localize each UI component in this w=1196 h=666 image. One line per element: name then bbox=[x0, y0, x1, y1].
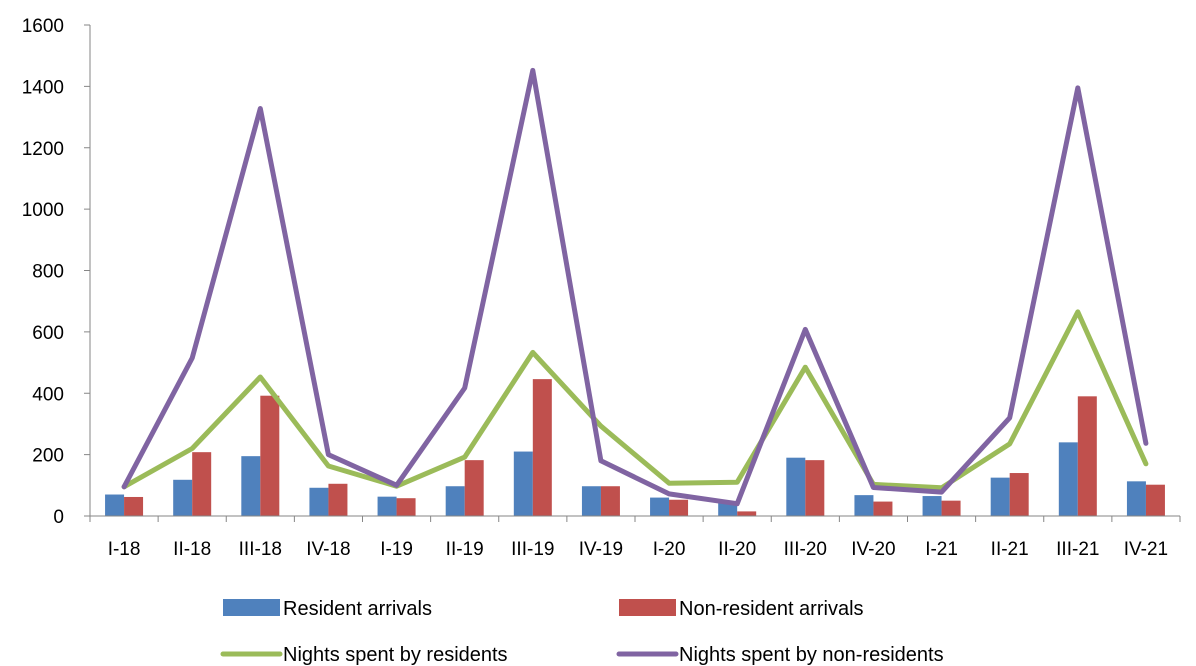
x-tick-label: III-18 bbox=[239, 539, 282, 560]
bar-non-resident-arrivals bbox=[1077, 396, 1097, 516]
bar-resident-arrivals bbox=[377, 496, 397, 516]
y-tick-label: 1400 bbox=[22, 77, 64, 98]
x-tick-label: IV-20 bbox=[851, 539, 895, 560]
legend-swatch-non-resident-arrivals bbox=[619, 599, 676, 616]
bar-non-resident-arrivals bbox=[396, 498, 416, 516]
bar-resident-arrivals bbox=[786, 457, 806, 516]
legend-label-nights-spent-by-residents: Nights spent by residents bbox=[283, 644, 508, 666]
bar-non-resident-arrivals bbox=[532, 379, 552, 516]
y-tick-label: 800 bbox=[32, 262, 64, 283]
x-tick-label: II-19 bbox=[446, 539, 484, 560]
x-tick-label: I-20 bbox=[653, 539, 686, 560]
x-axis: I-18 II-18 III-18 IV-18 I-19 II-19 III-19 IV-19… bbox=[89, 515, 1181, 560]
legend: Resident arrivals Non-resident arrivals Ni… bbox=[220, 598, 944, 666]
legend-label-nights-spent-by-non-residents: Nights spent by non-residents bbox=[679, 644, 944, 666]
bar-resident-arrivals bbox=[990, 477, 1010, 516]
bar-resident-arrivals bbox=[173, 479, 193, 516]
y-tick-label: 400 bbox=[32, 384, 64, 405]
bar-resident-arrivals bbox=[105, 494, 125, 516]
x-tick-label: II-20 bbox=[718, 539, 756, 560]
y-tick-label: 1600 bbox=[22, 16, 64, 37]
bar-non-resident-arrivals bbox=[669, 499, 689, 516]
bar-resident-arrivals bbox=[922, 496, 942, 516]
legend-swatch-resident-arrivals bbox=[223, 599, 280, 616]
bar-resident-arrivals bbox=[1058, 442, 1078, 516]
line-nights-spent-by-residents bbox=[121, 309, 1149, 491]
bar-non-resident-arrivals bbox=[464, 460, 484, 516]
bar-resident-arrivals bbox=[445, 486, 465, 516]
x-tick-label: IV-18 bbox=[306, 539, 350, 560]
line-nights-spent-by-non-residents bbox=[121, 67, 1149, 507]
bar-non-resident-arrivals bbox=[124, 496, 144, 516]
bar-non-resident-arrivals bbox=[260, 395, 280, 516]
y-tick-label: 1000 bbox=[22, 200, 64, 221]
y-tick-label: 600 bbox=[32, 323, 64, 344]
x-tick-label: II-21 bbox=[991, 539, 1029, 560]
x-tick-label: I-18 bbox=[108, 539, 141, 560]
bar-non-resident-arrivals bbox=[737, 511, 757, 516]
x-tick-label: IV-21 bbox=[1124, 539, 1168, 560]
y-tick-label: 0 bbox=[53, 507, 64, 528]
x-tick-label: III-21 bbox=[1056, 539, 1099, 560]
bars bbox=[105, 379, 1165, 516]
y-axis: 0 200 400 600 800 1000 1200 1400 1600 bbox=[22, 16, 91, 528]
x-tick-label: IV-19 bbox=[579, 539, 623, 560]
lines bbox=[121, 67, 1149, 507]
y-tick-label: 1200 bbox=[22, 139, 64, 160]
x-tick-label: II-18 bbox=[173, 539, 211, 560]
bar-resident-arrivals bbox=[718, 503, 738, 516]
bar-non-resident-arrivals bbox=[600, 486, 620, 516]
bar-resident-arrivals bbox=[1126, 481, 1146, 516]
y-tick-label: 200 bbox=[32, 446, 64, 467]
bar-resident-arrivals bbox=[581, 486, 601, 516]
bar-resident-arrivals bbox=[854, 495, 874, 516]
bar-resident-arrivals bbox=[650, 497, 670, 516]
bar-non-resident-arrivals bbox=[873, 501, 893, 516]
bar-non-resident-arrivals bbox=[941, 500, 961, 516]
legend-label-resident-arrivals: Resident arrivals bbox=[283, 598, 432, 620]
x-tick-label: III-19 bbox=[511, 539, 554, 560]
bar-non-resident-arrivals bbox=[192, 452, 212, 516]
bar-non-resident-arrivals bbox=[1009, 473, 1029, 516]
bar-resident-arrivals bbox=[309, 487, 329, 516]
bar-non-resident-arrivals bbox=[328, 483, 348, 516]
bar-non-resident-arrivals bbox=[1145, 484, 1165, 516]
x-tick-label: I-19 bbox=[380, 539, 413, 560]
legend-label-non-resident-arrivals: Non-resident arrivals bbox=[679, 598, 864, 620]
bar-resident-arrivals bbox=[241, 456, 261, 516]
bar-non-resident-arrivals bbox=[805, 460, 825, 516]
bar-resident-arrivals bbox=[513, 451, 533, 516]
x-tick-label: I-21 bbox=[925, 539, 958, 560]
x-tick-label: III-20 bbox=[784, 539, 827, 560]
